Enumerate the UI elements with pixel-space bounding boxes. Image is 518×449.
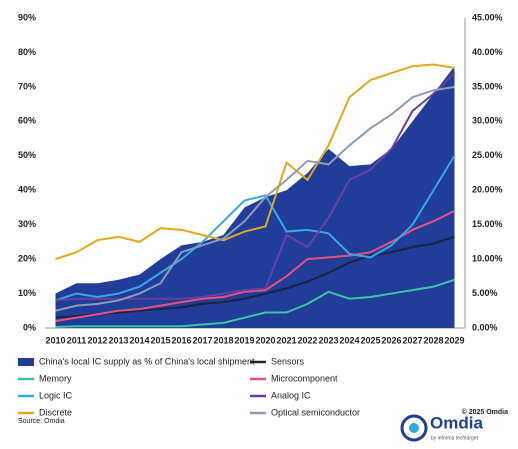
- x-tick-label: 2025: [360, 335, 380, 345]
- y2-tick-label: 25.00%: [472, 150, 503, 160]
- y-tick-label: 50%: [18, 150, 36, 160]
- y2-tick-label: 20.00%: [472, 185, 503, 195]
- line: [55, 235, 455, 319]
- y2-tick-label: 35.00%: [472, 81, 503, 91]
- legend-label: China's local IC supply as % of China's …: [39, 356, 255, 366]
- y2-tick-label: 15.00%: [472, 219, 503, 229]
- y-tick-label: 60%: [18, 116, 36, 126]
- x-tick-label: 2019: [234, 335, 254, 345]
- legend-label: Memory: [39, 373, 72, 383]
- x-tick-label: 2020: [255, 335, 275, 345]
- x-tick-label: 2027: [402, 335, 422, 345]
- legend-label: Analog IC: [271, 390, 311, 400]
- source: Source: Omdia: [18, 418, 65, 425]
- x-tick-label: 2012: [87, 335, 107, 345]
- x-tick-label: 2028: [423, 335, 443, 345]
- y-tick-label: 0%: [23, 322, 36, 332]
- y2-tick-label: 40.00%: [472, 47, 503, 57]
- x-tick-label: 2022: [297, 335, 317, 345]
- logo-icon: [400, 414, 428, 442]
- legend-label: Sensors: [271, 356, 305, 366]
- logo-sub: by informa techtarget: [431, 435, 479, 441]
- x-tick-label: 2021: [276, 335, 296, 345]
- y-tick-label: 30%: [18, 219, 36, 229]
- line: [55, 85, 455, 312]
- legend-swatch: [18, 358, 34, 366]
- y-tick-label: 90%: [18, 12, 36, 22]
- copyright: © 2025 Omdia: [462, 408, 509, 416]
- x-tick-label: 2010: [45, 335, 65, 345]
- y2-tick-label: 30.00%: [472, 116, 503, 126]
- area: [55, 66, 455, 328]
- y2-tick-label: 0.00%: [472, 322, 498, 332]
- x-tick-label: 2013: [108, 335, 128, 345]
- legend-label: Optical semiconductor: [271, 407, 360, 417]
- x-tick-label: 2016: [171, 335, 191, 345]
- line: [55, 209, 455, 323]
- x-tick-label: 2018: [213, 335, 233, 345]
- line: [55, 278, 455, 328]
- line: [55, 155, 456, 302]
- x-tick-label: 2015: [150, 335, 170, 345]
- legend-label: Logic IC: [39, 390, 73, 400]
- line: [55, 63, 455, 261]
- y2-tick-label: 45.00%: [472, 12, 503, 22]
- x-tick-label: 2014: [129, 335, 149, 345]
- y2-tick-label: 10.00%: [472, 253, 503, 263]
- y-tick-label: 10%: [18, 288, 36, 298]
- y-tick-label: 20%: [18, 253, 36, 263]
- y-tick-label: 70%: [18, 81, 36, 91]
- logo: Omdia: [430, 413, 483, 432]
- x-tick-label: 2029: [444, 335, 464, 345]
- x-tick-label: 2023: [318, 335, 338, 345]
- y-tick-label: 80%: [18, 47, 36, 57]
- x-tick-label: 2017: [192, 335, 212, 345]
- logo-icon-inner: [409, 423, 419, 433]
- x-tick-label: 2011: [67, 335, 87, 345]
- x-tick-label: 2026: [381, 335, 401, 345]
- x-tick-label: 2024: [339, 335, 359, 345]
- legend-label: Microcomponent: [271, 373, 338, 383]
- y2-tick-label: 5.00%: [472, 288, 498, 298]
- y-tick-label: 40%: [18, 185, 36, 195]
- legend-label: Discrete: [39, 407, 72, 417]
